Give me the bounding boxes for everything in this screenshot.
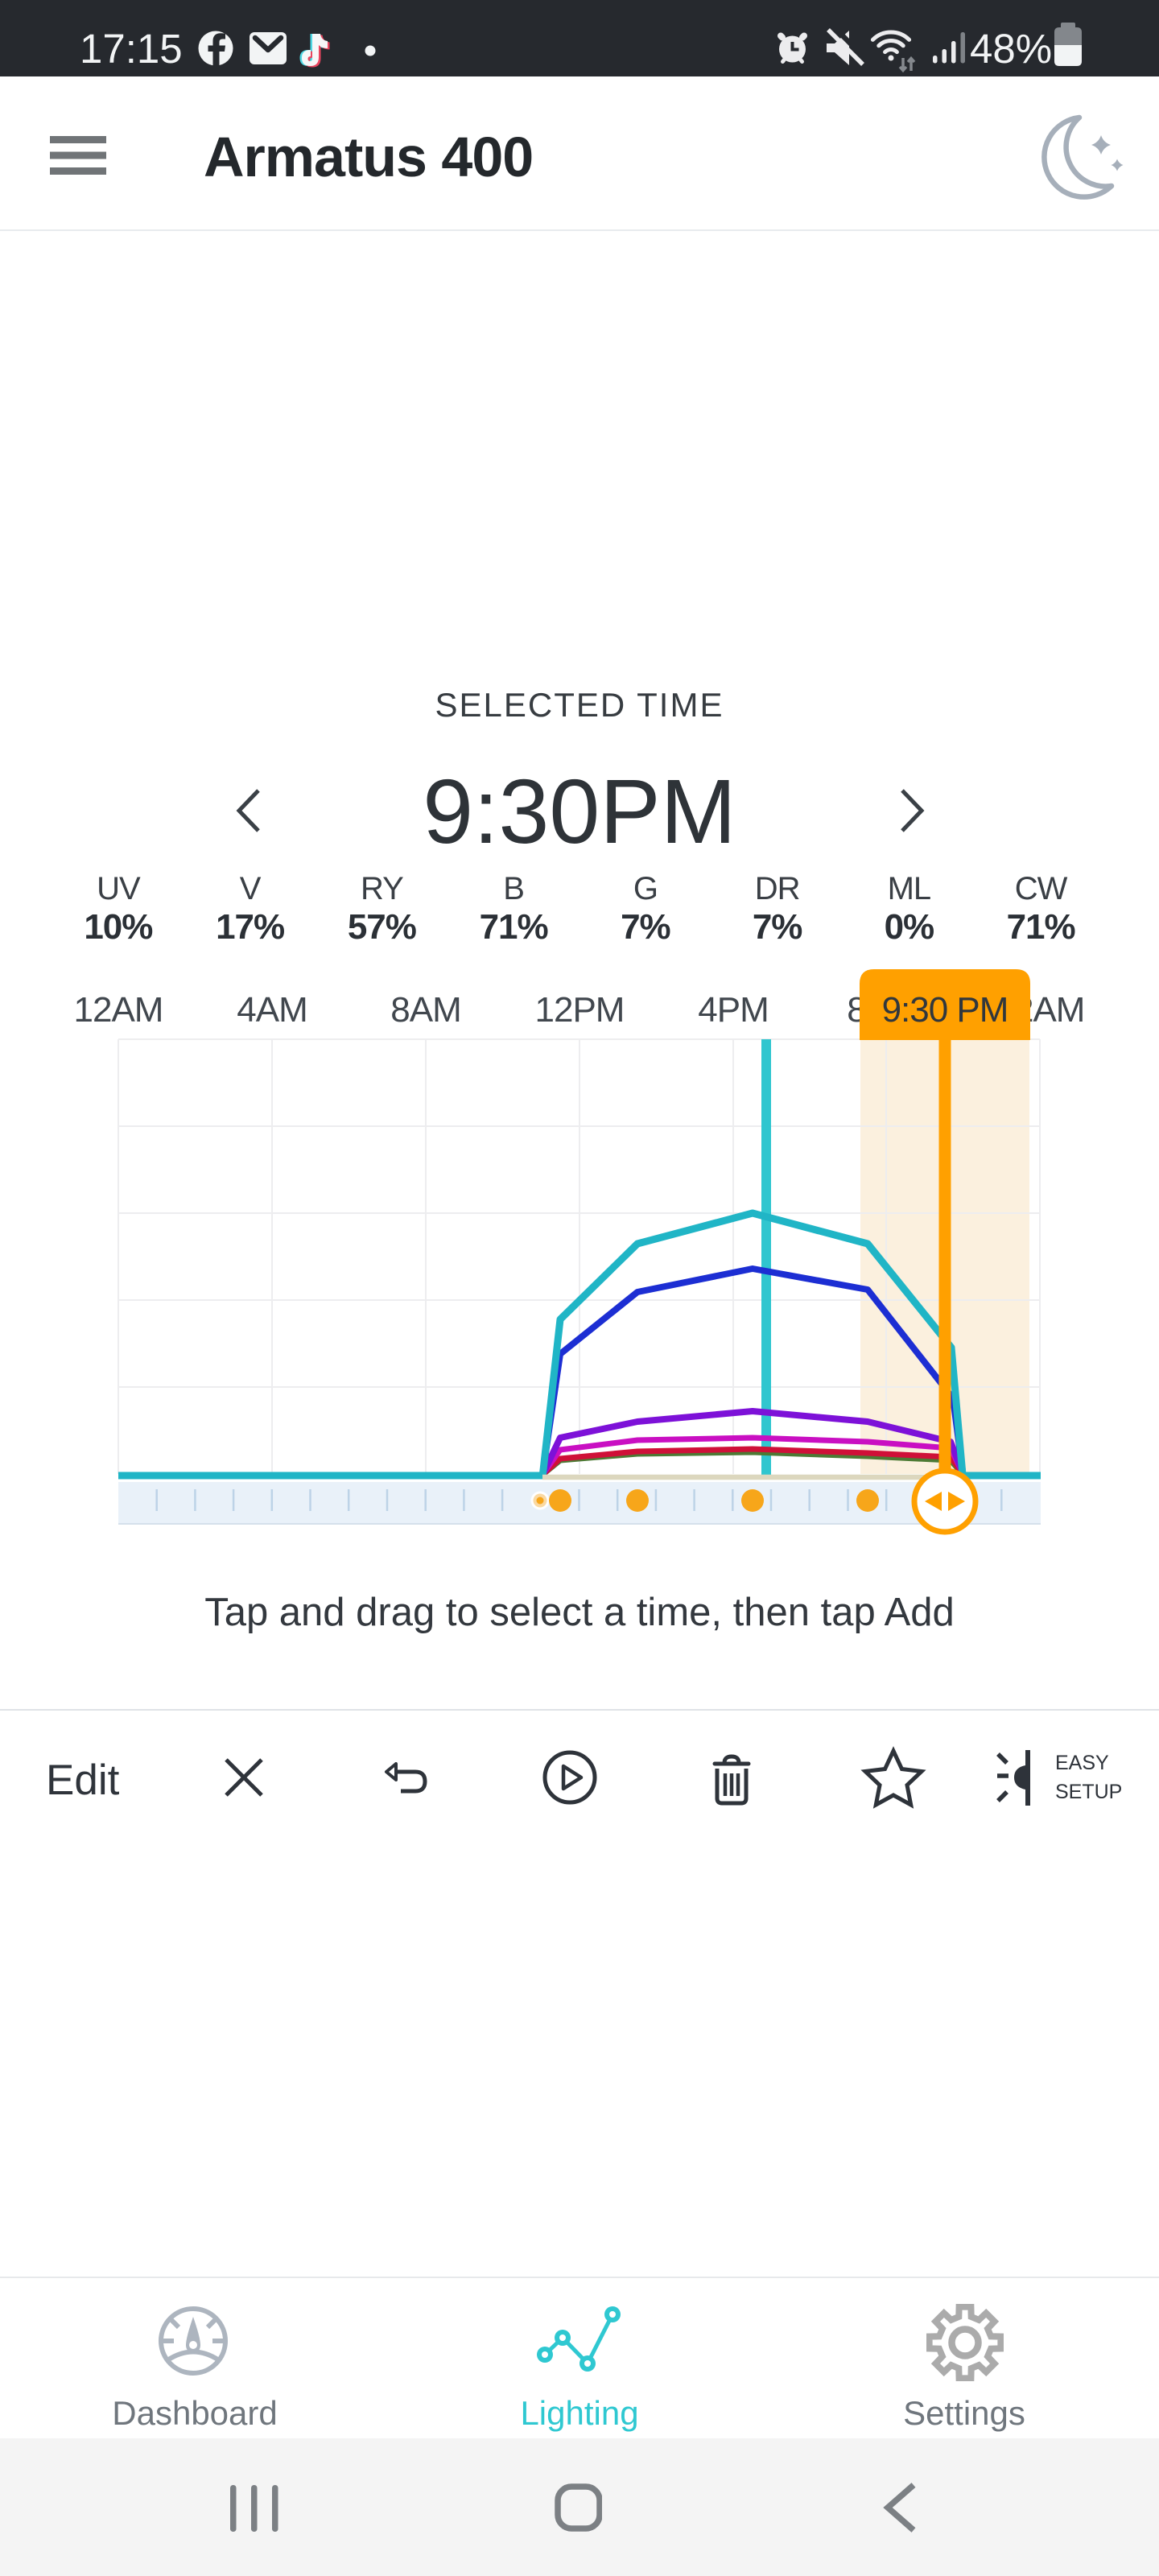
svg-text:8AM: 8AM	[390, 990, 460, 1030]
svg-text:12AM: 12AM	[74, 990, 163, 1030]
svg-text:9:30 PM: 9:30 PM	[882, 990, 1008, 1030]
svg-text:4PM: 4PM	[698, 990, 768, 1030]
svg-text:4AM: 4AM	[237, 990, 307, 1030]
svg-text:12PM: 12PM	[535, 990, 625, 1030]
